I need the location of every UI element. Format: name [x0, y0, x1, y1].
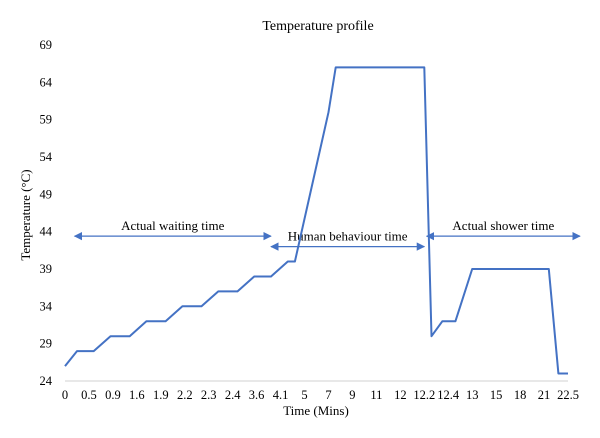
x-tick-label: 11	[370, 388, 382, 402]
y-tick-label: 59	[40, 113, 53, 127]
x-tick-label: 0.5	[81, 388, 97, 402]
annotation-label: Actual waiting time	[121, 218, 224, 233]
x-tick-label: 22.5	[557, 388, 579, 402]
x-tick-label: 1.9	[153, 388, 169, 402]
x-tick-label: 12.2	[413, 388, 435, 402]
x-tick-label: 2.4	[225, 388, 241, 402]
x-tick-label: 2.2	[177, 388, 193, 402]
y-tick-label: 34	[40, 299, 53, 313]
x-tick-label: 9	[349, 388, 355, 402]
temperature-series-line	[64, 66, 568, 375]
annotation-layer: Actual waiting time Human behaviour time A…	[73, 218, 581, 251]
x-tick-label: 5	[301, 388, 307, 402]
annotation-label: Human behaviour time	[288, 229, 408, 244]
x-tick-label: 12	[394, 388, 407, 402]
x-tick-label: 1.6	[129, 388, 145, 402]
x-tick-label: 0	[62, 388, 68, 402]
y-tick-label: 69	[40, 38, 53, 52]
chart-title: Temperature profile	[262, 19, 373, 34]
x-tick-label: 21	[538, 388, 551, 402]
y-tick-label: 54	[40, 150, 53, 164]
x-tick-label: 7	[325, 388, 331, 402]
y-tick-labels: 24 29 34 39 44 49 54 59 64 69	[40, 38, 53, 388]
x-tick-label: 3.6	[249, 388, 265, 402]
x-tick-label: 18	[514, 388, 527, 402]
x-tick-labels: 0 0.5 0.9 1.6 1.9 2.2 2.3 2.4 3.6 4.1 5 7 9 11 12 12.2 1…	[62, 388, 579, 402]
y-tick-label: 64	[40, 75, 53, 89]
y-axis-label: Temperature (°C)	[18, 169, 33, 260]
y-tick-label: 44	[40, 225, 53, 239]
x-axis-label: Time (Mins)	[283, 403, 349, 418]
x-tick-label: 15	[490, 388, 503, 402]
x-tick-label: 4.1	[273, 388, 289, 402]
y-tick-label: 29	[40, 337, 53, 351]
x-tick-label: 12.4	[437, 388, 460, 402]
y-tick-label: 49	[40, 187, 53, 201]
annotation-label: Actual shower time	[452, 218, 554, 233]
x-tick-label: 0.9	[105, 388, 121, 402]
x-tick-label: 2.3	[201, 388, 217, 402]
y-tick-label: 24	[40, 374, 53, 388]
x-tick-label: 13	[466, 388, 479, 402]
y-tick-label: 39	[40, 262, 53, 276]
